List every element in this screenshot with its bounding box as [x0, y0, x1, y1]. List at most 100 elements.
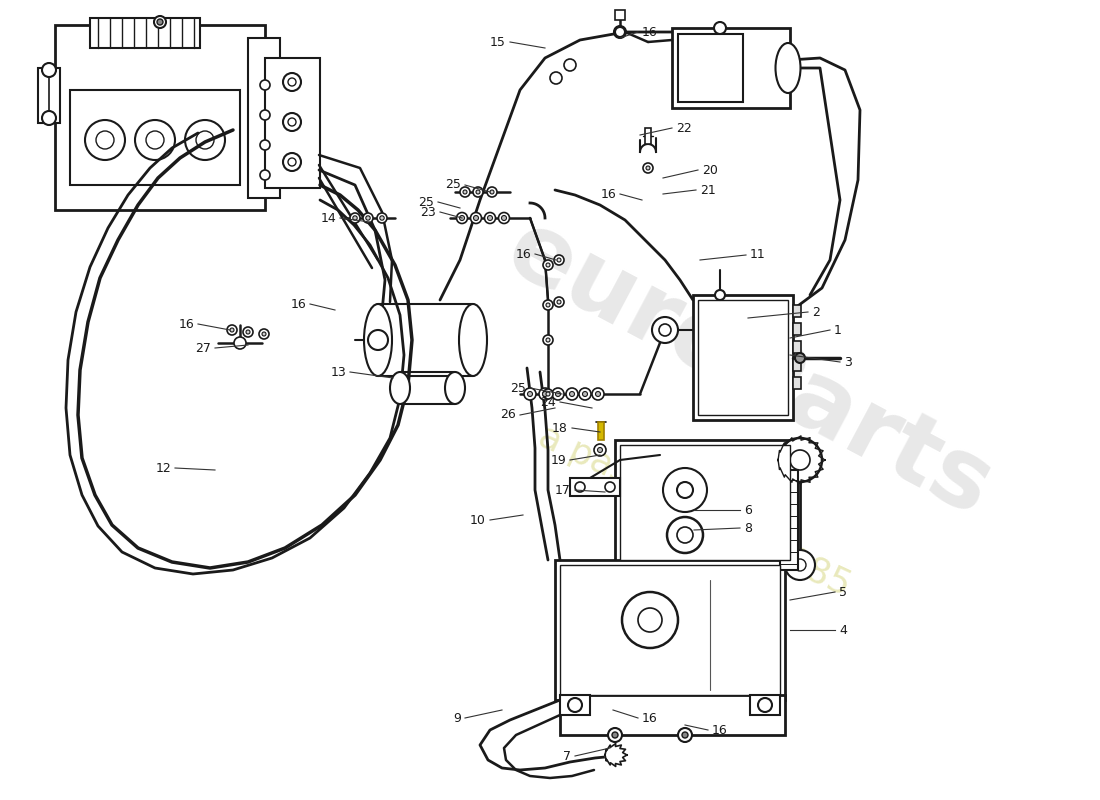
Circle shape — [246, 330, 250, 334]
Bar — [70, 90, 240, 185]
Bar — [645, 128, 651, 144]
Circle shape — [283, 153, 301, 171]
Bar — [793, 341, 801, 353]
Text: euroParts: euroParts — [492, 203, 1009, 537]
Text: 13: 13 — [330, 366, 346, 378]
Text: 17: 17 — [556, 483, 571, 497]
Circle shape — [498, 213, 509, 223]
Bar — [678, 34, 743, 102]
Circle shape — [543, 389, 553, 399]
Ellipse shape — [364, 304, 392, 376]
Circle shape — [146, 131, 164, 149]
Circle shape — [678, 728, 692, 742]
Circle shape — [554, 297, 564, 307]
Circle shape — [608, 728, 622, 742]
Bar — [248, 38, 280, 198]
Circle shape — [542, 391, 548, 397]
Circle shape — [758, 698, 772, 712]
Text: 27: 27 — [195, 342, 211, 354]
Circle shape — [490, 190, 494, 194]
Circle shape — [350, 213, 360, 223]
Circle shape — [795, 353, 805, 363]
Text: 26: 26 — [500, 409, 516, 422]
Bar — [793, 359, 801, 371]
Circle shape — [552, 388, 564, 400]
Circle shape — [614, 26, 626, 38]
Text: 19: 19 — [550, 454, 566, 466]
Circle shape — [546, 263, 550, 267]
Circle shape — [645, 450, 725, 530]
Circle shape — [262, 332, 266, 336]
Circle shape — [794, 559, 806, 571]
Circle shape — [487, 187, 497, 197]
Bar — [780, 470, 798, 570]
Circle shape — [790, 450, 810, 470]
Circle shape — [363, 213, 373, 223]
Bar — [560, 565, 780, 695]
Text: 14: 14 — [320, 211, 336, 225]
Circle shape — [785, 550, 815, 580]
Circle shape — [539, 388, 551, 400]
Circle shape — [283, 73, 301, 91]
Text: 15: 15 — [491, 35, 506, 49]
Circle shape — [717, 25, 723, 31]
Circle shape — [659, 324, 671, 336]
Circle shape — [260, 80, 270, 90]
Text: 24: 24 — [540, 395, 556, 409]
Circle shape — [592, 388, 604, 400]
Circle shape — [543, 300, 553, 310]
Polygon shape — [605, 743, 627, 766]
Text: 1: 1 — [834, 323, 842, 337]
Circle shape — [621, 592, 678, 648]
Text: 16: 16 — [642, 26, 658, 38]
Circle shape — [460, 187, 470, 197]
Bar — [672, 28, 790, 108]
Circle shape — [463, 190, 467, 194]
Text: 3: 3 — [844, 355, 851, 369]
Circle shape — [546, 392, 550, 396]
Text: 8: 8 — [744, 522, 752, 534]
Circle shape — [42, 63, 56, 77]
Circle shape — [154, 16, 166, 28]
Circle shape — [473, 187, 483, 197]
Bar — [620, 445, 790, 560]
Circle shape — [528, 391, 532, 397]
Circle shape — [135, 120, 175, 160]
Circle shape — [778, 438, 822, 482]
Circle shape — [556, 391, 561, 397]
Circle shape — [283, 113, 301, 131]
Circle shape — [157, 19, 163, 25]
Circle shape — [546, 303, 550, 307]
Circle shape — [476, 190, 480, 194]
Text: 2: 2 — [812, 306, 820, 318]
Bar — [615, 440, 795, 565]
Bar — [750, 695, 780, 715]
Circle shape — [185, 120, 226, 160]
Circle shape — [234, 337, 246, 349]
Bar — [55, 25, 265, 210]
Text: 20: 20 — [702, 163, 718, 177]
Circle shape — [377, 213, 387, 223]
Circle shape — [471, 213, 482, 223]
Bar — [570, 478, 620, 496]
Ellipse shape — [459, 304, 487, 376]
Bar — [378, 304, 473, 376]
Circle shape — [473, 215, 478, 221]
Text: 16: 16 — [642, 711, 658, 725]
Bar — [793, 305, 801, 317]
Circle shape — [543, 260, 553, 270]
Text: 16: 16 — [290, 298, 306, 310]
Circle shape — [714, 22, 726, 34]
Ellipse shape — [390, 372, 410, 404]
Circle shape — [524, 388, 536, 400]
Bar — [698, 300, 788, 415]
Bar — [693, 295, 793, 420]
Circle shape — [288, 158, 296, 166]
Circle shape — [663, 468, 707, 512]
Bar — [265, 58, 320, 188]
Bar — [39, 68, 60, 123]
Circle shape — [353, 216, 358, 220]
Circle shape — [196, 131, 214, 149]
Text: 23: 23 — [420, 206, 436, 218]
Circle shape — [575, 482, 585, 492]
